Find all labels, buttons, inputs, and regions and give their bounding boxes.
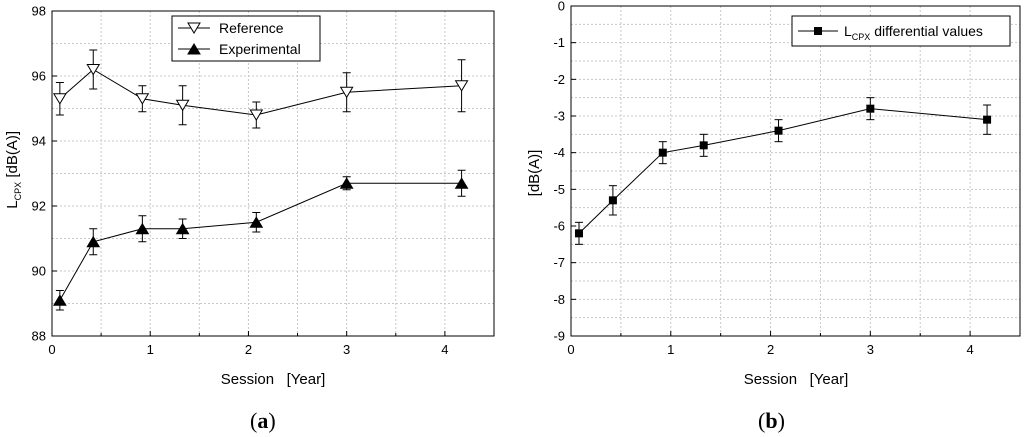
panel-b-legend-label-rest: differential values <box>870 23 983 39</box>
panel-b-caption: (b) <box>758 408 785 433</box>
panel-a-y-tick-label: 92 <box>32 199 46 214</box>
panel-b-legend-label: LCPX differential values <box>844 23 983 42</box>
panel-b-y-tick-label: -8 <box>553 292 565 307</box>
panel-b-y-tick-label: -1 <box>553 35 565 50</box>
panel-b-x-tick-label: 3 <box>867 342 874 357</box>
panel-a-x-tick-label: 4 <box>441 342 448 357</box>
panel-b-x-axis-title: Session [Year] <box>744 371 849 388</box>
panel-a-series-1-point <box>339 177 354 189</box>
panel-b-y-tick-label: 0 <box>558 0 565 14</box>
panel-a-legend-marker-reference <box>187 22 201 34</box>
panel-a-series-1-line <box>59 182 462 301</box>
panel-b-y-tick-label: -9 <box>553 329 565 344</box>
panel-b-legend-label-sub: CPX <box>852 32 871 42</box>
panel-a-series-0-point <box>249 109 264 121</box>
panel-a-series-0-point <box>86 64 101 76</box>
panel-a-x-tick-label: 0 <box>48 342 55 357</box>
panel-a-series-0-point <box>135 93 150 105</box>
panel-b-series-0-point <box>658 148 667 157</box>
panel-a-series-0-point <box>454 80 469 92</box>
panel-a-x-axis-title: Session [Year] <box>221 371 326 388</box>
panel-a-legend-marker-experimental <box>187 43 201 55</box>
panel-b-y-tick-label: -7 <box>553 255 565 270</box>
panel-a-series-1-point <box>52 294 67 306</box>
panel-a-series-1-point <box>175 222 190 235</box>
panel-a-caption-close: ) <box>268 408 275 433</box>
panel-b-x-tick-label: 0 <box>567 342 574 357</box>
panel-a-series-0-point <box>175 99 190 112</box>
panel-b-y-tick-label: -4 <box>553 145 565 160</box>
panel-b-series-0-point <box>983 115 992 124</box>
panel-a-y-tick-label: 96 <box>32 69 46 84</box>
panel-a-legend-label-reference: Reference <box>219 20 284 36</box>
panel-b-legend: LCPX differential values <box>791 15 1011 47</box>
panel-a-caption-letter: a <box>257 408 268 433</box>
panel-a-y-tick-label: 94 <box>32 134 46 149</box>
panel-a-caption-open: ( <box>250 408 257 433</box>
panel-b-caption-close: ) <box>778 408 785 433</box>
panel-b-y-tick-label: -3 <box>553 109 565 124</box>
panel-b-caption-letter: b <box>765 408 777 433</box>
panel-a-y-tick-label: 88 <box>32 329 46 344</box>
panel-a-caption: (a) <box>250 408 276 433</box>
panel-b-y-tick-label: -2 <box>553 72 565 87</box>
panel-a-y-axis-title-sub: CPX <box>13 182 23 201</box>
panel-b-marks <box>574 97 992 245</box>
panel-a-marks <box>52 49 469 311</box>
panel-b-x-tick-label: 1 <box>667 342 674 357</box>
panel-b-y-tick-label: -5 <box>553 182 565 197</box>
panel-b-legend-marker <box>814 27 822 35</box>
panel-b-y-tick-label: -6 <box>553 219 565 234</box>
panel-b-x-tick-label: 2 <box>767 342 774 357</box>
panel-a-x-tick-label: 2 <box>245 342 252 357</box>
panel-b-plot-frame <box>570 5 1021 337</box>
panel-a-series-1-point <box>86 235 101 248</box>
panel-b-x-tick-label: 4 <box>966 342 973 357</box>
panel-a-legend: Reference Experimental <box>171 15 321 62</box>
panel-a-x-tick-label: 3 <box>343 342 350 357</box>
panel-a-y-axis-title-unit: [dB(A)] <box>4 131 21 182</box>
panel-a-plot-frame <box>51 10 495 337</box>
panel-a-series-1-point <box>135 222 150 235</box>
panel-a-y-axis-title: LCPX [dB(A)] <box>4 110 23 238</box>
panel-a-series-1-point <box>454 177 469 189</box>
panel-b-y-axis-title: [dB(A)] <box>526 150 543 197</box>
panel-a-series-1-point <box>249 216 264 228</box>
panel-a-y-axis-title-main: L <box>4 200 21 208</box>
panel-a-chart: 0 1 2 3 4 88 90 92 94 96 98 Session [Year] LCPX [d… <box>4 4 495 433</box>
panel-b-series-0-point <box>608 196 617 205</box>
panel-b-legend-label-main: L <box>844 23 852 39</box>
panel-a-x-tick-label: 1 <box>147 342 154 357</box>
panel-b-series-0-point <box>866 104 875 113</box>
panel-a-series-0-point <box>339 86 354 99</box>
panel-b-grid <box>571 6 1020 336</box>
panel-a-y-tick-label: 98 <box>32 4 46 19</box>
panel-b-series-0-point <box>699 141 708 150</box>
panel-b-ticks: 0 1 2 3 4 -9 -8 -7 -6 -5 -4 -3 -2 -1 0 <box>553 0 973 357</box>
panel-a-series-0-point <box>52 93 67 105</box>
panel-a-legend-label-experimental: Experimental <box>219 41 301 57</box>
panel-b-chart: 0 1 2 3 4-9-8-7-6-5-4-3-2-10 Session [Year] … <box>526 0 1021 433</box>
panel-b-caption-open: ( <box>758 408 765 433</box>
panel-a-ticks: 0 1 2 3 4 88 90 92 94 96 98 <box>32 4 449 358</box>
panel-b-series-0-point <box>574 229 583 238</box>
panel-a-y-tick-label: 90 <box>32 264 46 279</box>
panel-b-series-0-point <box>774 126 783 135</box>
